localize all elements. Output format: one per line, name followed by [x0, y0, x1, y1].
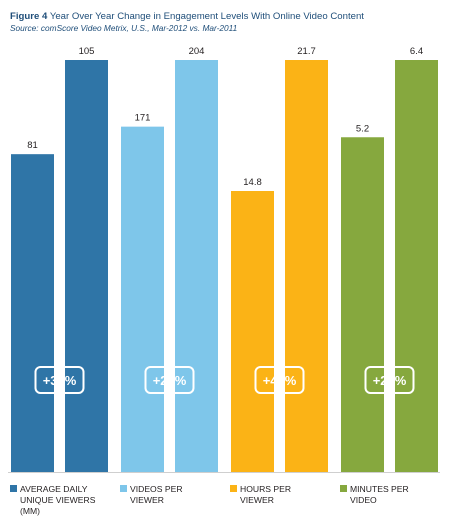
- figure-title: Year Over Year Change in Engagement Leve…: [49, 11, 364, 22]
- legend-item-videos-per-viewer: VIDEOS PER VIEWER: [120, 484, 183, 506]
- legend-label: MINUTES PER VIDEO: [350, 484, 409, 505]
- bar-value-label: 105: [79, 46, 95, 57]
- legend-item-daily-viewers: AVERAGE DAILY UNIQUE VIEWERS (MM): [10, 484, 95, 517]
- legend-swatch: [120, 485, 127, 492]
- figure-label: Figure 4: [10, 11, 48, 22]
- bar: [285, 60, 328, 472]
- change-badge: [144, 366, 195, 394]
- legend-swatch: [230, 485, 237, 492]
- bar-value-label: 6.4: [410, 46, 423, 57]
- change-badge-label: +30%: [43, 373, 77, 388]
- bar: [231, 191, 274, 472]
- title-line: Figure 4 Year Over Year Change in Engage…: [10, 10, 450, 23]
- bar-value-label: 171: [135, 113, 151, 124]
- figure-source: Source: comScore Video Metrix, U.S., Mar…: [10, 23, 238, 33]
- bar: [341, 137, 384, 472]
- legend-item-hours-per-viewer: HOURS PER VIEWER: [230, 484, 291, 506]
- bar-value-label: 81: [27, 140, 38, 151]
- bar: [121, 126, 164, 472]
- change-badge: [254, 366, 305, 394]
- bar-value-label: 5.2: [356, 123, 369, 134]
- legend-swatch: [10, 485, 17, 492]
- bar: [175, 60, 218, 472]
- change-badge-label: +47%: [263, 373, 297, 388]
- chart-header: Figure 4 Year Over Year Change in Engage…: [10, 10, 450, 34]
- bar: [11, 154, 54, 472]
- change-badge-label: +20%: [153, 373, 187, 388]
- bar: [65, 60, 108, 472]
- bar-value-label: 204: [189, 46, 205, 57]
- change-badge: [34, 366, 85, 394]
- bar-value-label: 14.8: [243, 177, 262, 188]
- legend-label: HOURS PER VIEWER: [240, 484, 292, 505]
- bar-value-label: 21.7: [297, 46, 316, 57]
- change-badge-label: +23%: [373, 373, 407, 388]
- legend-label: AVERAGE DAILY UNIQUE VIEWERS (MM): [20, 484, 96, 516]
- legend-swatch: [340, 485, 347, 492]
- legend-label: VIDEOS PER VIEWER: [130, 484, 183, 505]
- legend-item-minutes-per-video: MINUTES PER VIDEO: [340, 484, 409, 506]
- change-badge: [364, 366, 415, 394]
- bar: [395, 60, 438, 472]
